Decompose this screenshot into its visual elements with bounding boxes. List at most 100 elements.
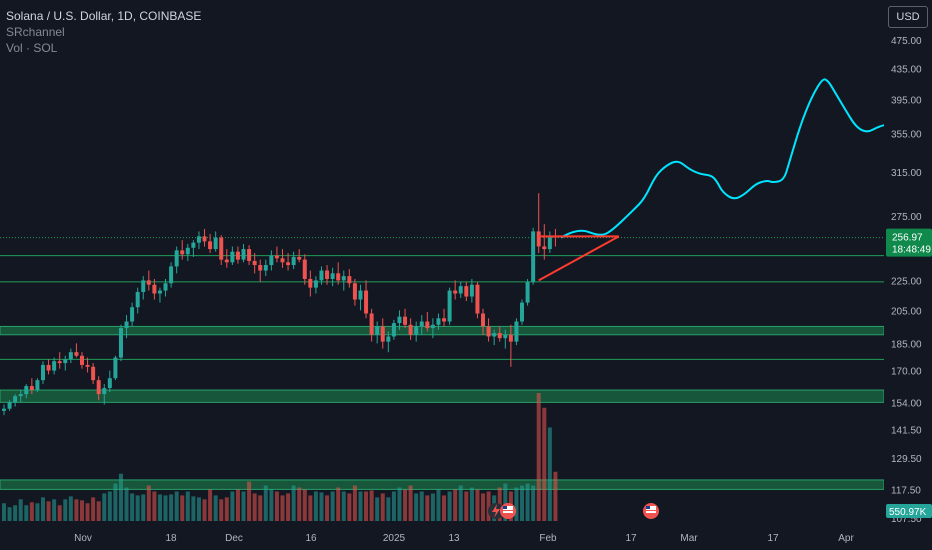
- candle-body-50: [280, 258, 285, 263]
- sr-zone-0: [0, 325, 885, 336]
- candle-body-3: [18, 394, 23, 397]
- volume-bar-57: [319, 492, 324, 521]
- us-flag-event-icon[interactable]: [500, 503, 516, 519]
- volume-bar-55: [308, 495, 313, 521]
- time-label-10: Apr: [838, 533, 854, 544]
- candle-body-30: [169, 266, 174, 284]
- candle-body-89: [497, 333, 502, 339]
- volume-bar-17: [96, 501, 101, 521]
- candle-body-46: [258, 265, 263, 271]
- us-flag-event-icon-canton: [503, 506, 507, 509]
- time-axis-bg: [0, 528, 884, 550]
- volume-bar-48: [269, 489, 274, 521]
- volume-bar-19: [107, 491, 112, 521]
- candle-body-43: [241, 249, 246, 260]
- volume-bar-81: [453, 489, 458, 521]
- price-tick-3: 355.00: [891, 130, 922, 141]
- volume-bar-41: [230, 491, 235, 521]
- volume-bar-86: [481, 493, 486, 521]
- candle-body-23: [130, 307, 135, 322]
- candle-body-18: [102, 388, 107, 395]
- volume-bar-43: [241, 491, 246, 521]
- candle-body-72: [403, 316, 408, 325]
- volume-bar-38: [213, 495, 218, 521]
- candle-body-7: [40, 364, 45, 381]
- candle-body-36: [202, 236, 207, 242]
- price-tick-12: 129.50: [891, 454, 922, 465]
- candle-body-58: [325, 270, 330, 279]
- candle-body-65: [364, 290, 369, 314]
- price-tick-0: 475.00: [891, 36, 922, 47]
- price-tick-9: 170.00: [891, 367, 922, 378]
- volume-bar-65: [364, 491, 369, 521]
- countdown-label: 18:48:49: [892, 245, 931, 256]
- volume-bar-97: [542, 407, 547, 521]
- candle-body-55: [308, 278, 313, 288]
- volume-bar-80: [447, 491, 452, 521]
- candle-body-69: [386, 336, 391, 342]
- candle-body-45: [252, 260, 257, 266]
- time-label-2: Dec: [225, 533, 243, 544]
- candle-body-61: [341, 276, 346, 281]
- volume-bar-95: [531, 485, 536, 521]
- volume-bar-75: [419, 491, 424, 521]
- time-label-7: 17: [625, 533, 637, 544]
- volume-bar-14: [79, 500, 84, 521]
- candle-body-42: [235, 251, 240, 260]
- price-tick-1: 435.00: [891, 64, 922, 75]
- indicator-srchannel[interactable]: SRchannel: [6, 25, 65, 39]
- us-flag-event-icon-2[interactable]: [643, 503, 659, 519]
- candle-body-54: [302, 259, 307, 279]
- price-axis[interactable]: 475.00 435.00 395.00 355.00 315.00 275.00 225.…: [884, 0, 932, 550]
- candle-body-28: [157, 290, 162, 294]
- volume-bar-21: [118, 473, 123, 521]
- candle-body-2: [13, 396, 18, 403]
- time-axis[interactable]: Nov 18 Dec 16 2025 13 Feb 17 Mar 17 Apr: [0, 528, 884, 550]
- price-tick-4: 315.00: [891, 168, 922, 179]
- volume-bar-26: [146, 485, 151, 521]
- volume-bar-24: [135, 495, 140, 521]
- volume-bar-94: [525, 483, 530, 521]
- sr-zone-1: [0, 389, 885, 403]
- candle-body-96: [536, 231, 541, 247]
- volume-bar-33: [185, 491, 190, 521]
- candle-body-11: [63, 359, 68, 364]
- volume-bar-2: [13, 505, 18, 521]
- volume-bar-15: [85, 503, 90, 521]
- volume-bar-7: [40, 497, 45, 521]
- volume-bar-71: [397, 487, 402, 521]
- candle-body-60: [336, 273, 341, 281]
- time-label-9: 17: [767, 533, 779, 544]
- volume-bar-99: [553, 471, 558, 521]
- volume-bar-51: [286, 493, 291, 521]
- volume-bar-11: [63, 499, 68, 521]
- currency-button[interactable]: USD: [888, 6, 928, 28]
- candle-body-57: [319, 270, 324, 281]
- event-markers[interactable]: [488, 503, 659, 519]
- candle-body-4: [24, 386, 29, 395]
- candle-body-26: [146, 280, 151, 285]
- volume-bar-3: [18, 499, 23, 521]
- pattern-bottom-line: [538, 235, 620, 282]
- volume-bar-62: [347, 493, 352, 521]
- volume-bar-27: [152, 491, 157, 521]
- lightning-event-icon[interactable]: [488, 503, 504, 519]
- volume-bar-20: [113, 483, 118, 521]
- volume-bar-67: [375, 497, 380, 521]
- price-tick-2: 395.00: [891, 95, 922, 106]
- volume-bar-40: [224, 497, 229, 521]
- candle-body-85: [475, 284, 480, 314]
- candle-body-79: [442, 318, 447, 322]
- volume-value-bg: [886, 504, 932, 518]
- candle-body-73: [408, 324, 413, 335]
- volume-bar-96: [536, 393, 541, 521]
- volume-bar-31: [174, 491, 179, 521]
- volume-bar-52: [291, 485, 296, 521]
- candle-body-34: [191, 242, 196, 248]
- indicator-volume[interactable]: Vol · SOL: [6, 41, 58, 55]
- symbol-title[interactable]: Solana / U.S. Dollar, 1D, COINBASE: [6, 9, 202, 23]
- candle-body-8: [46, 364, 51, 371]
- volume-bar-4: [24, 505, 29, 521]
